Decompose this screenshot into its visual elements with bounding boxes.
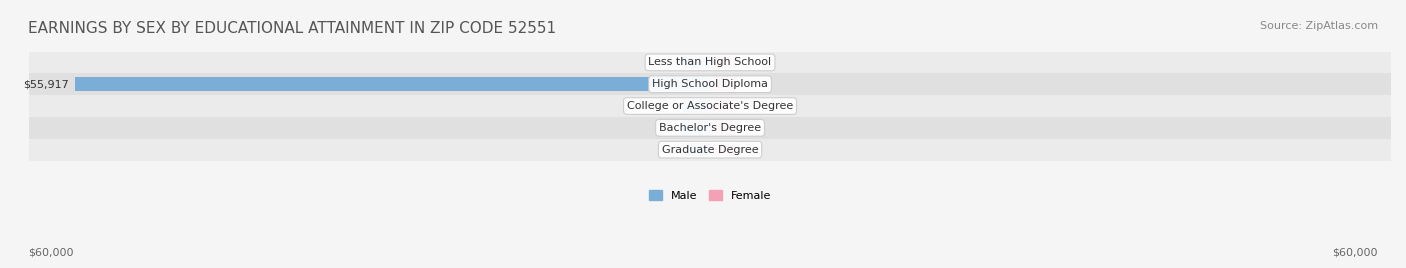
Text: $0: $0: [689, 123, 703, 133]
Text: $0: $0: [689, 101, 703, 111]
Legend: Male, Female: Male, Female: [648, 190, 772, 200]
Bar: [710, 56, 737, 69]
Bar: [710, 143, 737, 157]
Bar: [76, 77, 710, 91]
Text: $0: $0: [689, 57, 703, 68]
Bar: [30, 117, 1391, 139]
Text: $0: $0: [717, 145, 731, 155]
Text: $0: $0: [717, 79, 731, 89]
Bar: [30, 51, 1391, 73]
Text: College or Associate's Degree: College or Associate's Degree: [627, 101, 793, 111]
Text: $55,917: $55,917: [22, 79, 69, 89]
Bar: [710, 121, 737, 135]
Text: Bachelor's Degree: Bachelor's Degree: [659, 123, 761, 133]
Bar: [710, 77, 737, 91]
Text: Source: ZipAtlas.com: Source: ZipAtlas.com: [1260, 21, 1378, 31]
Text: $0: $0: [717, 57, 731, 68]
Text: Graduate Degree: Graduate Degree: [662, 145, 758, 155]
Text: $60,000: $60,000: [28, 247, 73, 257]
Text: $0: $0: [689, 145, 703, 155]
Bar: [30, 73, 1391, 95]
Bar: [683, 143, 710, 157]
Text: EARNINGS BY SEX BY EDUCATIONAL ATTAINMENT IN ZIP CODE 52551: EARNINGS BY SEX BY EDUCATIONAL ATTAINMEN…: [28, 21, 557, 36]
Bar: [30, 139, 1391, 161]
Bar: [683, 56, 710, 69]
Bar: [30, 95, 1391, 117]
Bar: [683, 99, 710, 113]
Text: $0: $0: [717, 123, 731, 133]
Text: Less than High School: Less than High School: [648, 57, 772, 68]
Text: High School Diploma: High School Diploma: [652, 79, 768, 89]
Text: $0: $0: [717, 101, 731, 111]
Bar: [710, 99, 737, 113]
Text: $60,000: $60,000: [1333, 247, 1378, 257]
Bar: [683, 121, 710, 135]
